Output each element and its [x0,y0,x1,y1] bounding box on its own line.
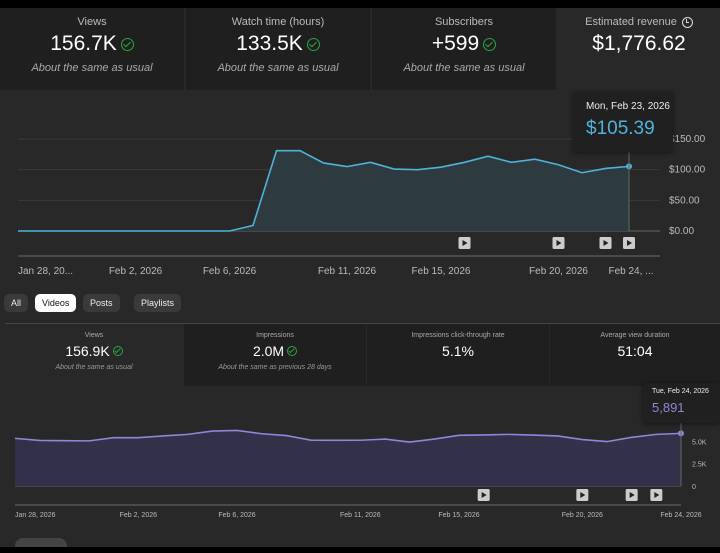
play-icon [627,240,632,246]
tooltip-date: Tue, Feb 24, 2026 [652,388,709,395]
card-status: About the same as usual [403,62,525,74]
metric-card-subscribers[interactable]: Subscribers +599 About the same as usual [372,8,556,90]
play-icon [462,240,468,246]
card-value: $1,776.62 [592,32,686,55]
y-tick-label: $150.00 [669,134,706,145]
check-circle-icon [112,346,123,356]
card-status: About the same as previous 28 days [218,364,332,371]
revenue-tooltip: Mon, Feb 23, 2026 $105.39 [573,92,673,152]
bottom-edge [0,547,720,553]
card-value: 2.0M [252,343,285,359]
tab-all[interactable]: All [4,294,29,312]
metric-card-views[interactable]: Views 156.7K About the same as usual [0,8,184,90]
play-icon [481,492,487,498]
play-icon [603,240,609,246]
x-tick-label: Jan 28, 20... [18,266,73,277]
video-metric-ctr[interactable]: Impressions click-through rate 5.1% [367,324,549,386]
card-label: Views [77,16,107,28]
metric-card-revenue[interactable]: Estimated revenue $1,776.62 [558,8,720,90]
card-value: 5.1% [442,343,474,359]
x-tick-label: Feb 11, 2026 [318,266,377,277]
y-tick-label: 5.0K [692,439,707,446]
series-line [14,429,682,443]
card-label: Average view duration [600,332,670,339]
x-tick-label: Feb 24, ... [608,266,653,277]
y-tick-label: 2.5K [692,462,707,469]
tooltip-date: Mon, Feb 23, 2026 [586,101,670,112]
card-label: Impressions [256,332,294,339]
card-status: About the same as usual [31,62,153,74]
series-area [15,430,681,486]
x-tick-label: Feb 11, 2026 [340,512,381,519]
play-icon [580,492,586,498]
card-label: Views [84,332,104,339]
card-value: 51:04 [617,343,653,359]
card-status: About the same as usual [217,62,339,74]
card-label: Subscribers [434,16,494,28]
tab-posts[interactable]: Posts [83,294,120,312]
divider [5,323,720,324]
card-label: Estimated revenue [585,16,677,28]
x-tick-label: Feb 2, 2026 [120,512,157,519]
x-tick-label: Feb 15, 2026 [438,512,479,519]
x-tick-label: Feb 20, 2026 [562,512,603,519]
x-tick-label: Feb 15, 2026 [412,266,471,277]
x-tick-label: Feb 20, 2026 [529,266,588,277]
views-tooltip: Tue, Feb 24, 2026 5,891 [643,383,720,423]
check-circle-icon [287,346,298,356]
card-status: About the same as usual [55,364,133,371]
y-tick-label: 0 [692,484,696,491]
y-tick-label: $100.00 [669,165,706,176]
x-tick-label: Feb 6, 2026 [218,512,255,519]
video-metric-views[interactable]: Views 156.9K About the same as usual [5,324,183,386]
y-tick-label: $50.00 [669,195,700,206]
x-tick-label: Jan 28, 2026 [15,512,56,519]
clock-icon[interactable] [681,16,693,28]
card-label: Watch time (hours) [231,16,325,28]
card-value: 156.9K [65,343,110,359]
tab-playlists[interactable]: Playlists [134,294,182,312]
play-icon [556,240,562,246]
tab-videos[interactable]: Videos [35,294,77,312]
check-circle-icon [483,37,497,51]
metric-card-watch-time[interactable]: Watch time (hours) 133.5K About the same… [186,8,370,90]
x-tick-label: Feb 24, 2026 [660,512,701,519]
card-label: Impressions click-through rate [411,332,505,339]
check-circle-icon [306,37,320,51]
tooltip-value: $105.39 [586,118,655,139]
play-icon [629,492,635,498]
y-tick-label: $0.00 [669,226,694,237]
card-value: 156.7K [50,32,117,55]
tooltip-value: 5,891 [652,400,685,415]
series-area [18,150,629,231]
card-value: 133.5K [236,32,303,55]
video-metric-impressions[interactable]: Impressions 2.0M About the same as previ… [184,324,366,386]
x-tick-label: Feb 2, 2026 [109,266,163,277]
check-circle-icon [120,37,134,51]
play-icon [654,492,660,498]
x-tick-label: Feb 6, 2026 [203,266,257,277]
video-metric-avg-duration[interactable]: Average view duration 51:04 [550,324,720,386]
card-value: +599 [431,32,480,55]
